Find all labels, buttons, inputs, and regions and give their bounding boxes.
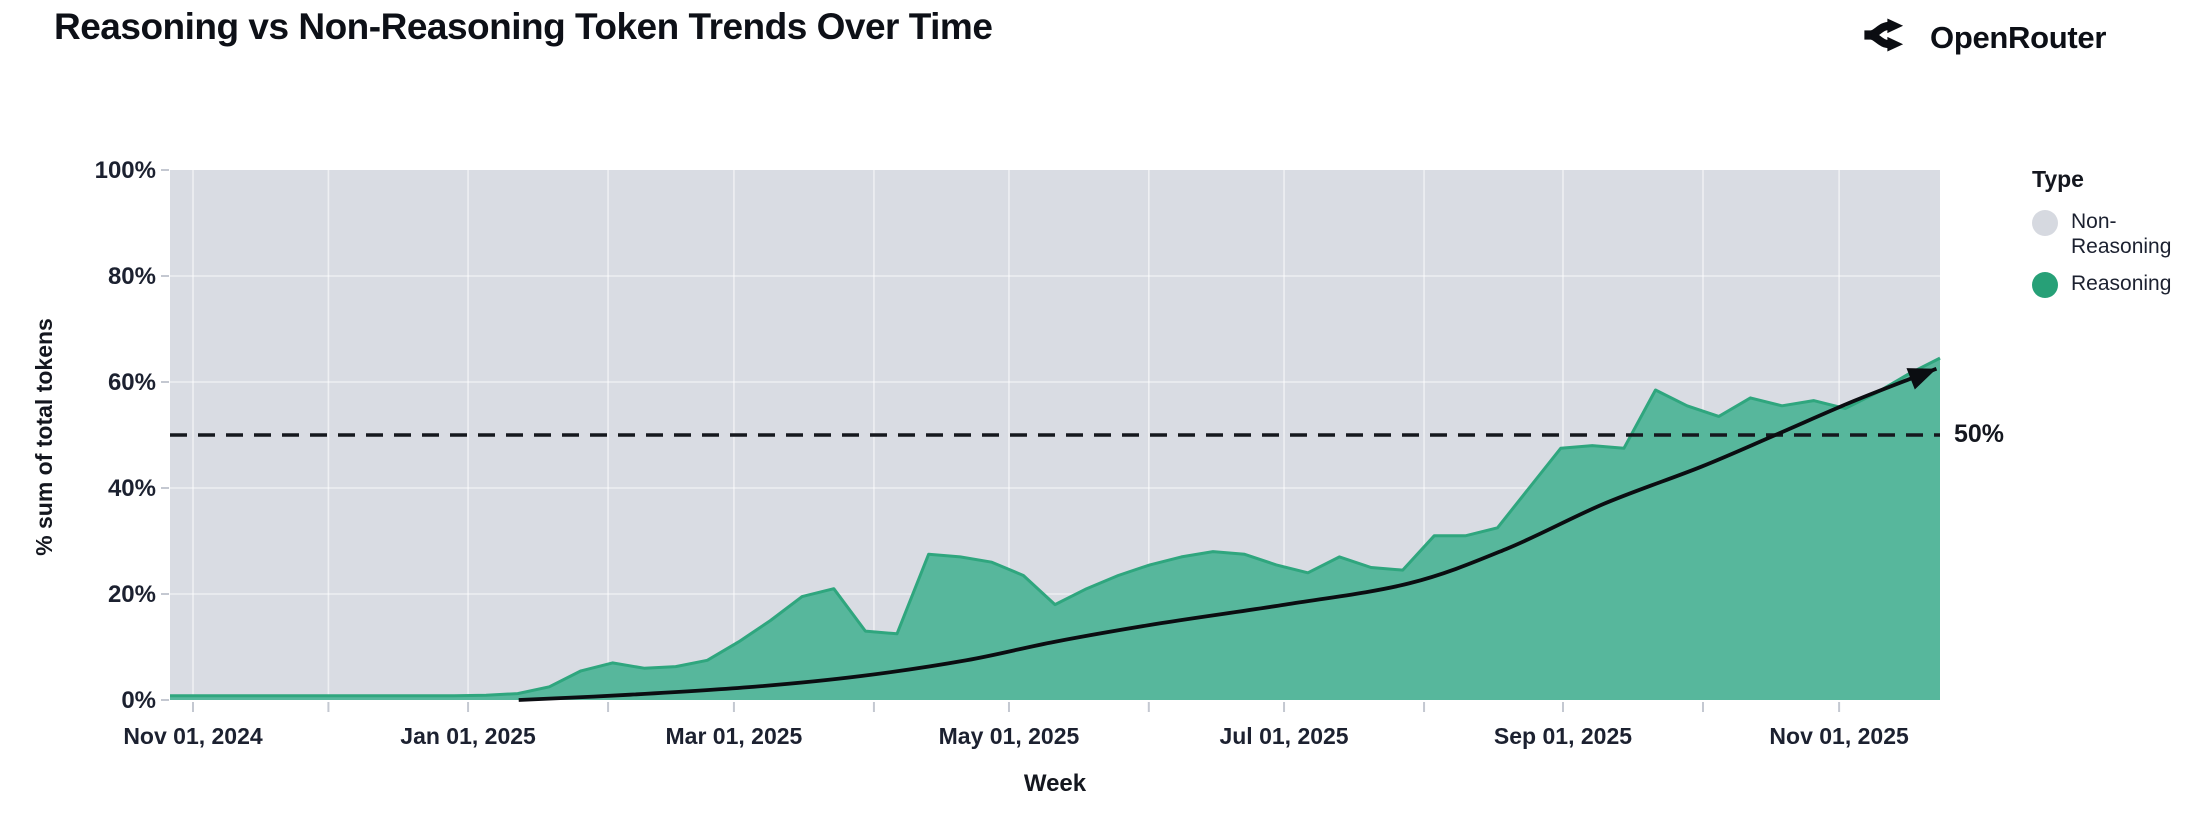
reasoning-area-edge xyxy=(170,356,1941,698)
x-axis-title: Week xyxy=(1023,770,1087,797)
x-tick-label: Sep 01, 2025 xyxy=(1494,723,1632,749)
y-tick-label: 80% xyxy=(108,263,156,290)
reasoning-area xyxy=(170,358,1940,700)
reasoning-swatch xyxy=(2032,272,2058,299)
y-tick-label: 100% xyxy=(95,157,156,184)
x-tick-label: Mar 01, 2025 xyxy=(666,723,803,749)
legend-item-non-reasoning: Non-Reasoning xyxy=(2032,209,2200,259)
trend-arrowhead xyxy=(1906,368,1937,390)
y-tick-label: 20% xyxy=(108,581,156,608)
page-title: Reasoning vs Non-Reasoning Token Trends … xyxy=(54,6,993,47)
legend-label: Non-Reasoning xyxy=(2071,210,2172,259)
openrouter-icon xyxy=(1860,12,1914,63)
x-tick-label: Nov 01, 2025 xyxy=(1769,723,1909,749)
x-tick-label: Jan 01, 2025 xyxy=(400,723,536,749)
legend-label: Reasoning xyxy=(2071,272,2172,296)
y-tick-label: 60% xyxy=(108,369,156,396)
y-tick-label: 0% xyxy=(121,687,156,714)
legend-items: Non-Reasoning Reasoning xyxy=(2032,209,2200,299)
non-reasoning-swatch xyxy=(2032,210,2058,236)
logo-text: OpenRouter xyxy=(1930,19,2107,55)
x-tick-label: May 01, 2025 xyxy=(939,723,1080,749)
y-axis-title: % sum of total tokens xyxy=(31,318,57,556)
legend: Type Non-Reasoning Reasoning xyxy=(2032,166,2200,299)
x-tick-label: Jul 01, 2025 xyxy=(1219,723,1348,749)
fifty-percent-label: 50% xyxy=(1954,420,2005,448)
legend-title: Type xyxy=(2032,166,2084,192)
legend-item-reasoning: Reasoning xyxy=(2032,271,2200,299)
y-tick-label: 40% xyxy=(108,475,156,502)
trend-line xyxy=(518,366,1938,702)
x-tick-label: Nov 01, 2024 xyxy=(123,723,263,749)
openrouter-logo: OpenRouter xyxy=(1860,12,2106,63)
